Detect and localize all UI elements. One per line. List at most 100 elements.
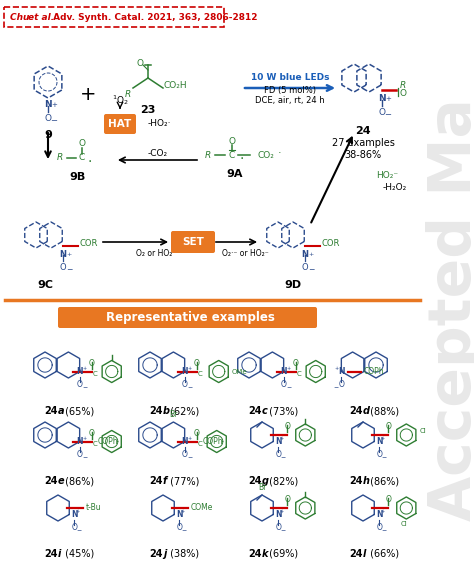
Text: C: C [297, 372, 301, 377]
Text: Br: Br [258, 483, 266, 492]
Text: Br: Br [169, 410, 178, 419]
Text: (45%): (45%) [62, 549, 94, 559]
Text: O: O [228, 136, 236, 146]
Text: COR: COR [80, 239, 99, 247]
Text: 9C: 9C [37, 280, 53, 290]
Text: l: l [363, 549, 366, 559]
Text: SET: SET [182, 237, 204, 247]
Text: +: + [334, 366, 338, 371]
Text: O: O [89, 428, 95, 438]
Text: O: O [376, 523, 382, 532]
Text: +: + [380, 436, 384, 441]
Text: O: O [137, 58, 144, 68]
Text: C: C [198, 442, 202, 447]
Text: −: − [66, 265, 72, 274]
Text: O: O [400, 90, 407, 98]
Text: 24: 24 [248, 476, 262, 486]
Text: O₂·⁻ or HO₂⁻: O₂·⁻ or HO₂⁻ [222, 249, 268, 258]
Text: R: R [205, 150, 211, 160]
Text: 24: 24 [349, 549, 363, 559]
Text: R: R [400, 81, 406, 91]
Text: N: N [44, 100, 52, 109]
Text: 24: 24 [248, 406, 262, 416]
Text: N: N [275, 437, 282, 446]
Text: HAT: HAT [109, 119, 132, 129]
Text: −: − [82, 384, 87, 389]
Text: +: + [188, 436, 192, 441]
Text: 23: 23 [140, 105, 155, 115]
Text: (65%): (65%) [62, 406, 94, 416]
Text: (82%): (82%) [266, 476, 298, 486]
Text: −: − [187, 454, 192, 459]
Text: C: C [198, 372, 202, 377]
Text: −: − [384, 110, 392, 119]
FancyBboxPatch shape [4, 7, 224, 27]
Text: O: O [45, 114, 52, 123]
Text: Representative examples: Representative examples [106, 311, 274, 324]
Text: ·: · [240, 152, 244, 166]
Text: FD (5 mol%): FD (5 mol%) [264, 86, 316, 94]
Text: 27 examples: 27 examples [331, 138, 394, 148]
Text: N: N [182, 437, 188, 446]
Text: COPh: COPh [98, 437, 118, 446]
Text: OMe: OMe [232, 369, 247, 375]
Text: i: i [58, 549, 61, 559]
Text: Accepted Ma: Accepted Ma [427, 99, 474, 521]
Text: O: O [182, 380, 188, 389]
Text: +: + [180, 509, 184, 514]
Text: 24: 24 [45, 406, 58, 416]
Text: Adv. Synth. Catal. 2021, 363, 2806-2812: Adv. Synth. Catal. 2021, 363, 2806-2812 [50, 13, 257, 21]
Text: O: O [194, 358, 200, 368]
Text: N: N [176, 510, 183, 519]
Text: +: + [287, 366, 291, 371]
Text: 24: 24 [149, 549, 163, 559]
Text: R: R [125, 90, 131, 99]
Text: N: N [376, 437, 383, 446]
Text: (86%): (86%) [367, 476, 399, 486]
Text: C: C [93, 442, 98, 447]
Text: (73%): (73%) [266, 406, 298, 416]
Text: g: g [262, 476, 269, 486]
Text: O: O [182, 450, 188, 459]
Text: O: O [79, 139, 85, 149]
Text: O: O [72, 523, 77, 532]
Text: −: − [281, 454, 286, 459]
Text: −: − [187, 384, 192, 389]
Text: e: e [58, 476, 64, 486]
Text: N: N [378, 94, 386, 103]
Text: O: O [385, 495, 391, 504]
Text: DCE, air, rt, 24 h: DCE, air, rt, 24 h [255, 95, 325, 105]
Text: (86%): (86%) [62, 476, 94, 486]
Text: -H₂O₂: -H₂O₂ [383, 183, 407, 192]
Text: 9: 9 [44, 130, 52, 140]
FancyBboxPatch shape [58, 307, 317, 328]
Text: COPh: COPh [363, 367, 384, 376]
Text: C: C [93, 372, 98, 377]
Text: ·: · [88, 155, 92, 169]
Text: O: O [284, 422, 290, 431]
Text: +: + [66, 252, 72, 257]
Text: −: − [82, 454, 87, 459]
Text: a: a [58, 406, 64, 416]
Text: O: O [194, 428, 200, 438]
Text: −: − [182, 527, 187, 532]
Text: C: C [229, 150, 235, 160]
Text: +: + [188, 366, 192, 371]
Text: N: N [76, 367, 83, 376]
Text: O: O [89, 358, 95, 368]
Text: O: O [275, 523, 281, 532]
Text: 24: 24 [149, 476, 163, 486]
Text: +: + [279, 436, 283, 441]
Text: O₂ or HO₂·: O₂ or HO₂· [136, 249, 174, 258]
Text: N: N [76, 437, 83, 446]
Text: −: − [334, 384, 339, 389]
Text: (66%): (66%) [367, 549, 399, 559]
Text: N: N [182, 367, 188, 376]
Text: COR: COR [322, 239, 340, 247]
Text: R: R [57, 154, 63, 162]
Text: (62%): (62%) [167, 406, 199, 416]
FancyBboxPatch shape [104, 114, 136, 134]
Text: N: N [275, 510, 282, 519]
Text: +: + [80, 86, 96, 105]
Text: O: O [338, 380, 344, 389]
